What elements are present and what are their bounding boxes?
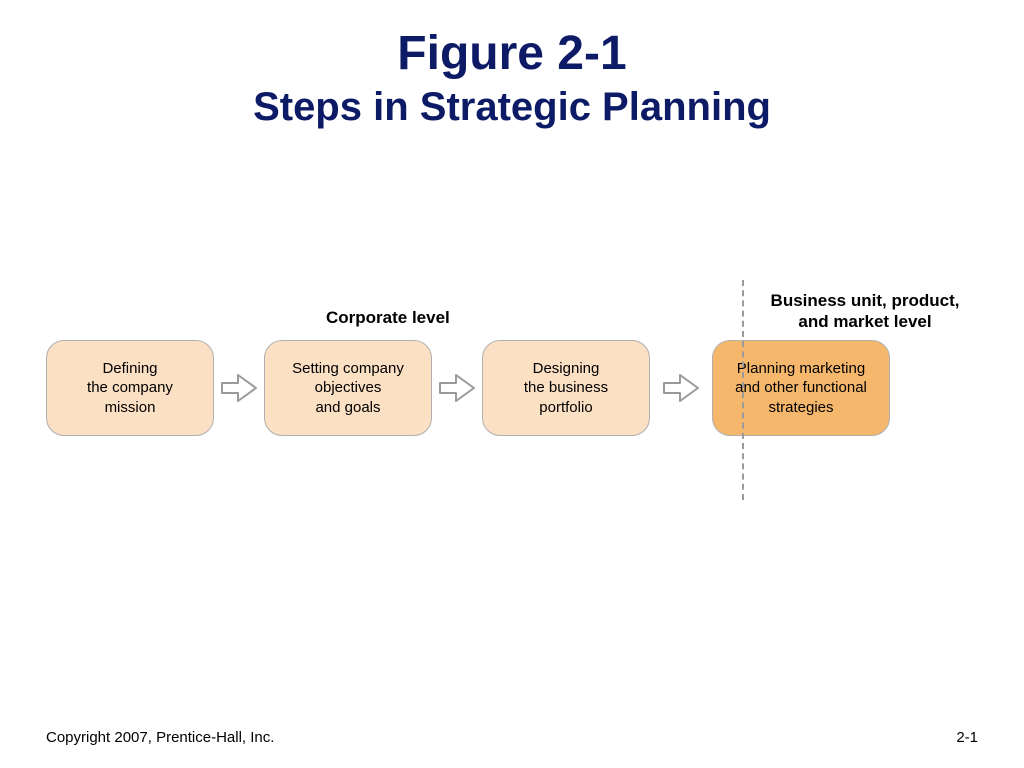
arrow-icon bbox=[220, 373, 258, 403]
arrow-icon bbox=[662, 373, 700, 403]
level-labels: Corporate level Business unit, product, … bbox=[46, 290, 978, 340]
business-level-label: Business unit, product, and market level bbox=[760, 290, 970, 333]
figure-number: Figure 2-1 bbox=[0, 28, 1024, 81]
title-block: Figure 2-1 Steps in Strategic Planning bbox=[0, 0, 1024, 131]
page-number: 2-1 bbox=[956, 729, 978, 746]
step-box-2: Setting company objectives and goals bbox=[264, 340, 432, 436]
copyright-text: Copyright 2007, Prentice-Hall, Inc. bbox=[46, 729, 274, 746]
flow-row: Defining the company mission Setting com… bbox=[46, 340, 978, 436]
figure-title: Steps in Strategic Planning bbox=[0, 83, 1024, 131]
step-box-4: Planning marketing and other functional … bbox=[712, 340, 890, 436]
level-divider bbox=[742, 280, 744, 500]
flow-diagram: Corporate level Business unit, product, … bbox=[46, 290, 978, 436]
arrow-icon bbox=[438, 373, 476, 403]
arrow-1 bbox=[214, 373, 264, 403]
corporate-level-label: Corporate level bbox=[326, 308, 450, 328]
arrow-3 bbox=[650, 373, 712, 403]
step-box-1: Defining the company mission bbox=[46, 340, 214, 436]
footer: Copyright 2007, Prentice-Hall, Inc. 2-1 bbox=[46, 729, 978, 746]
arrow-2 bbox=[432, 373, 482, 403]
step-box-3: Designing the business portfolio bbox=[482, 340, 650, 436]
